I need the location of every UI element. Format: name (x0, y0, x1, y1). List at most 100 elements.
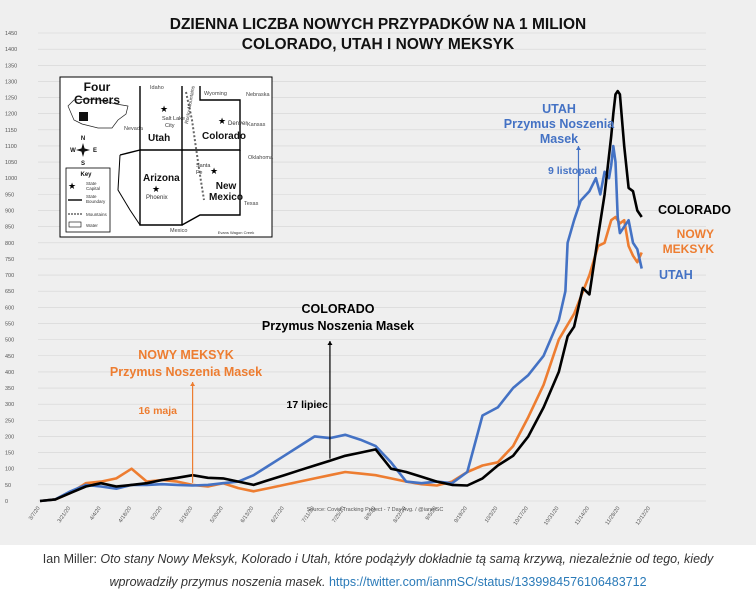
city-label: Santa (196, 163, 211, 169)
x-tick-label: 11/28/20 (605, 506, 622, 527)
state-capital-icon: ★ (152, 184, 160, 194)
neighbor-state-label: Idaho (150, 85, 164, 91)
x-tick-label: 6/13/20 (240, 506, 255, 524)
y-tick-label: 250 (5, 418, 14, 424)
y-tick-label: 550 (5, 321, 14, 327)
inset-map-title: Four (84, 80, 111, 94)
y-tick-label: 1250 (5, 96, 17, 102)
key-item-label: Water (86, 223, 98, 228)
map-credit: Evans Wagon Creek (218, 230, 255, 235)
series-line-colorado (39, 89, 643, 503)
y-tick-label: 1450 (5, 31, 17, 37)
city-label: Salt Lake (162, 116, 185, 122)
y-tick-label: 1100 (5, 144, 17, 150)
series-label-utah: UTAH (659, 268, 693, 282)
annotation-title: Przymus Noszenia (504, 117, 616, 131)
y-tick-label: 1000 (5, 176, 17, 182)
neighbor-state-label: Oklahoma (248, 155, 274, 161)
city-label: City (165, 123, 175, 129)
y-tick-label: 350 (5, 386, 14, 392)
x-tick-label: 9/19/20 (453, 506, 468, 524)
caption-link[interactable]: https://twitter.com/ianmSC/status/133998… (328, 575, 647, 589)
series-label-colorado: COLORADO (658, 203, 731, 217)
y-tick-label: 1050 (5, 160, 17, 166)
y-tick-label: 700 (5, 273, 14, 279)
state-boundary (182, 86, 241, 151)
series-label-nowy-meksyk: MEKSYK (663, 242, 715, 256)
y-tick-label: 150 (5, 451, 14, 457)
compass-label: E (93, 148, 97, 154)
x-tick-label: 11/14/20 (574, 506, 591, 527)
four-corners-marker-icon (79, 112, 88, 121)
x-tick-label: 3/21/20 (57, 506, 72, 524)
y-tick-label: 800 (5, 241, 14, 247)
y-tick-label: 400 (5, 370, 14, 376)
neighbor-state-label: Nebraska (246, 92, 270, 98)
y-tick-label: 50 (5, 483, 11, 489)
y-tick-label: 450 (5, 354, 14, 360)
state-label-arizona: Arizona (143, 173, 180, 184)
x-tick-label: 10/17/20 (513, 506, 530, 527)
y-tick-label: 900 (5, 209, 14, 215)
y-tick-label: 1200 (5, 112, 17, 118)
x-tick-label: 4/18/20 (118, 506, 133, 524)
neighbor-state-label: Texas (244, 201, 259, 207)
key-item-label: Mountains (86, 212, 108, 217)
x-tick-label: 3/7/20 (28, 506, 42, 522)
y-tick-label: 650 (5, 289, 14, 295)
chart-title-line: COLORADO, UTAH I NOWY MEKSYK (242, 36, 515, 53)
city-label: Denver (228, 121, 247, 127)
caption-author: Ian Miller: (42, 552, 101, 566)
annotation-date-label: 16 maja (138, 405, 177, 417)
source-note: Source: Covid Tracking Project - 7 Day A… (307, 507, 444, 513)
chart-frame: 0 50 100 150 200 250 300 350 400 450 500 550 600 650 7… (0, 0, 756, 545)
series-label-nowy-meksyk: NOWY (677, 227, 714, 241)
x-tick-label: 5/2/20 (150, 506, 164, 522)
city-label: Fe (196, 170, 202, 176)
x-tick-label: 5/16/20 (179, 506, 194, 524)
annotation-title: Masek (540, 132, 578, 146)
neighbor-state-label: Mexico (170, 228, 187, 234)
state-capital-icon: ★ (210, 166, 218, 176)
annotation-date-label: 9 listopad (548, 165, 597, 177)
x-tick-label: 5/30/20 (209, 506, 224, 524)
y-tick-label: 750 (5, 257, 14, 263)
state-label-new-mexico: Mexico (209, 192, 243, 203)
annotation-arrowhead (327, 341, 333, 345)
mountains-icon (185, 91, 205, 201)
caption: Ian Miller: Oto stany Nowy Meksyk, Kolor… (10, 548, 746, 594)
key-item-label: Capital (86, 186, 100, 191)
annotation-date-label: 17 lipiec (287, 399, 329, 411)
neighbor-state-label: Kansas (247, 122, 266, 128)
y-tick-label: 300 (5, 402, 14, 408)
key-item-label: Boundary (86, 199, 106, 204)
y-tick-label: 950 (5, 192, 14, 198)
compass-label: S (81, 161, 85, 167)
state-boundary (139, 86, 183, 151)
y-tick-label: 100 (5, 467, 14, 473)
x-tick-label: 10/3/20 (484, 506, 499, 524)
x-tick-label: 12/12/20 (635, 506, 652, 527)
state-capital-icon: ★ (218, 116, 226, 126)
y-tick-label: 850 (5, 225, 14, 231)
key-water-icon (68, 221, 82, 228)
y-tick-label: 1300 (5, 79, 17, 85)
x-tick-label: 10/31/20 (543, 506, 560, 527)
state-label-colorado: Colorado (202, 131, 246, 142)
neighbor-state-label: Nevada (124, 126, 144, 132)
state-boundary (181, 150, 241, 226)
state-label-utah: Utah (148, 133, 170, 144)
compass-label: W (70, 148, 76, 154)
annotation-title: COLORADO (302, 302, 375, 316)
y-tick-label: 1150 (5, 128, 17, 134)
annotation-title: Przymus Noszenia Masek (262, 319, 414, 333)
y-tick-label: 200 (5, 434, 14, 440)
key-item-label: State (86, 181, 97, 186)
y-tick-label: 0 (5, 499, 8, 505)
annotation-title: Przymus Noszenia Masek (110, 365, 262, 379)
caption-text: Oto stany Nowy Meksyk, Kolorado i Utah, … (100, 552, 714, 589)
y-tick-label: 1350 (5, 63, 17, 69)
annotation-arrowhead (190, 382, 196, 386)
key-item-label: State (86, 194, 97, 199)
state-label-new-mexico: New (216, 181, 237, 192)
